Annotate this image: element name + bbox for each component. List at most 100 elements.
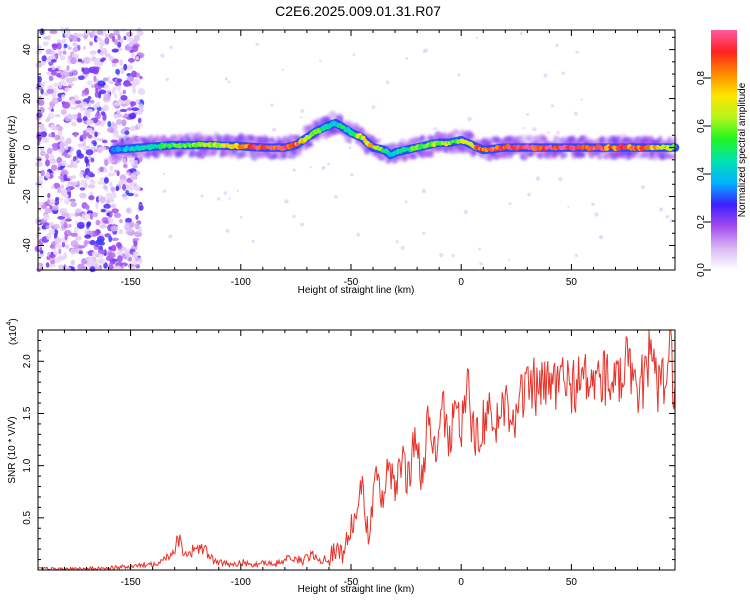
heatmap-noise-speck	[106, 90, 111, 94]
heatmap-noise-speck	[79, 187, 86, 191]
heatmap-faint-speck	[561, 71, 565, 76]
heatmap-noise-speck	[60, 71, 68, 76]
heatmap-faint-speck	[300, 222, 305, 227]
heatmap-noise-speck	[106, 199, 110, 205]
heatmap-noise-speck	[71, 76, 78, 82]
heatmap-noise-speck	[91, 251, 98, 258]
heatmap-noise-speck	[104, 233, 111, 238]
colorbar-ticks: 0.0 0.2 0.4 0.6 0.8	[696, 71, 711, 277]
heatmap-noise-speck	[91, 29, 96, 37]
heatmap-noise-speck	[99, 224, 107, 229]
heatmap-noise-speck	[97, 180, 103, 185]
heatmap-faint-speck	[424, 48, 428, 53]
heatmap-noise-speck	[111, 208, 119, 214]
heatmap-noise-speck	[71, 175, 77, 179]
snr-plot-area	[38, 330, 675, 570]
heatmap-noise-speck	[126, 31, 133, 38]
heatmap-noise-speck	[58, 248, 62, 255]
heatmap-noise-speck	[70, 146, 75, 152]
heatmap-noise-speck	[124, 130, 130, 135]
heatmap-y-tick-label: -20	[22, 189, 33, 204]
heatmap-noise-speck	[130, 127, 136, 131]
heatmap-noise-speck	[80, 179, 88, 184]
heatmap-faint-speck	[348, 146, 352, 150]
heatmap-noise-speck	[75, 236, 82, 241]
heatmap-noise-speck	[58, 50, 63, 57]
heatmap-noise-speck	[117, 34, 121, 41]
heatmap-noise-speck	[73, 133, 78, 138]
heatmap-noise-speck	[49, 30, 58, 34]
heatmap-noise-speck	[123, 113, 129, 118]
heatmap-noise-speck	[54, 114, 61, 118]
colorbar-tick-label: 0.0	[696, 263, 707, 277]
heatmap-noise-speck	[101, 111, 106, 116]
heatmap-faint-speck	[224, 77, 228, 81]
heatmap-noise-speck	[135, 214, 139, 220]
heatmap-faint-speck	[550, 104, 554, 108]
heatmap-noise-speck	[113, 102, 120, 106]
heatmap-noise-speck	[125, 251, 131, 259]
colorbar: 0.0 0.2 0.4 0.6 0.8 Normalized spectral ampl…	[696, 30, 748, 277]
heatmap-faint-speck	[665, 214, 670, 219]
heatmap-faint-speck	[251, 239, 255, 243]
colorbar-tick-label: 0.4	[696, 167, 707, 181]
heatmap-noise-speck	[97, 235, 105, 242]
heatmap-noise-speck	[116, 241, 122, 248]
heatmap-noise-speck	[131, 107, 140, 111]
heatmap-noise-speck	[93, 35, 98, 43]
heatmap-noise-speck	[118, 229, 124, 235]
heatmap-noise-speck	[137, 122, 143, 128]
heatmap-faint-speck	[168, 234, 173, 239]
heatmap-noise-speck	[68, 83, 75, 87]
heatmap-noise-speck	[114, 169, 118, 173]
heatmap-noise-speck	[99, 51, 105, 56]
heatmap-noise-speck	[36, 156, 43, 162]
heatmap-noise-speck	[47, 106, 53, 111]
heatmap-ridge-point	[671, 144, 677, 150]
heatmap-noise-speck	[90, 51, 96, 56]
heatmap-noise-speck	[43, 214, 50, 221]
heatmap-noise-speck	[65, 244, 69, 249]
heatmap-noise-speck	[51, 66, 56, 71]
snr-panel: -150 -100 -50 0 50 0.51.01.52.0 Height of st…	[6, 318, 676, 595]
heatmap-faint-speck	[292, 214, 296, 219]
heatmap-noise-speck	[86, 145, 90, 149]
heatmap-noise-speck	[50, 260, 56, 265]
heatmap-noise-speck	[97, 249, 106, 255]
heatmap-faint-speck	[227, 80, 231, 84]
heatmap-noise-speck	[135, 56, 140, 61]
heatmap-faint-speck	[463, 210, 468, 215]
heatmap-noise-speck	[60, 40, 65, 45]
heatmap-noise-speck	[87, 134, 93, 139]
heatmap-noise-speck	[113, 212, 122, 218]
heatmap-noise-speck	[94, 263, 99, 268]
heatmap-noise-speck	[57, 97, 63, 102]
heatmap-y-tick-label: 20	[22, 93, 33, 105]
heatmap-noise-speck	[74, 100, 82, 105]
heatmap-noise-speck	[84, 234, 92, 239]
heatmap-noise-speck	[49, 244, 56, 249]
heatmap-noise-speck	[49, 253, 56, 259]
heatmap-faint-speck	[522, 126, 525, 130]
heatmap-noise-speck	[138, 103, 144, 110]
heatmap-noise-speck	[48, 201, 54, 206]
heatmap-noise-speck	[50, 59, 57, 63]
heatmap-noise-speck	[85, 204, 90, 211]
heatmap-noise-speck	[111, 237, 119, 241]
heatmap-faint-speck	[575, 50, 579, 54]
heatmap-noise-speck	[89, 191, 94, 197]
heatmap-noise-speck	[98, 89, 107, 95]
heatmap-y-tick-label: 40	[22, 44, 33, 56]
heatmap-noise-speck	[37, 99, 45, 106]
heatmap-noise-speck	[104, 53, 111, 58]
heatmap-noise-speck	[47, 192, 51, 199]
heatmap-faint-speck	[371, 105, 376, 110]
heatmap-faint-speck	[385, 80, 390, 84]
heatmap-noise-speck	[103, 169, 109, 173]
heatmap-faint-speck	[640, 185, 645, 190]
heatmap-noise-speck	[81, 93, 85, 97]
heatmap-noise-speck	[107, 93, 111, 99]
snr-y-scale-close: )	[8, 318, 19, 321]
snr-x-tick-label: 50	[566, 577, 578, 588]
heatmap-noise-speck	[87, 96, 92, 100]
